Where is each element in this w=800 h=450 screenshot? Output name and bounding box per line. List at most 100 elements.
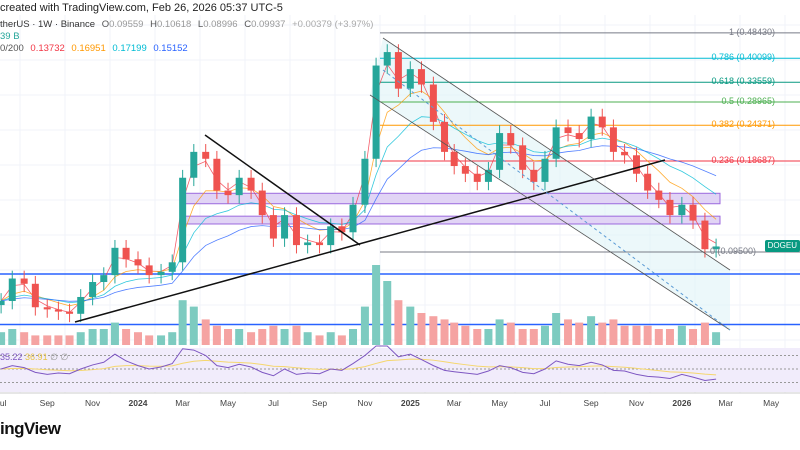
channel-lower-line (369, 94, 731, 331)
volume-bar (540, 325, 549, 345)
volume-bar (643, 325, 652, 345)
low-value: 0.08996 (203, 19, 238, 30)
volume-bar (677, 325, 686, 345)
ma-100-value: 0.17199 (112, 43, 147, 54)
candle (587, 116, 595, 140)
volume-bar (20, 332, 29, 345)
candle (655, 190, 663, 200)
candle (54, 309, 62, 312)
volume-bar (8, 329, 17, 345)
candle (89, 282, 97, 297)
candle (496, 133, 504, 170)
volume-bar (484, 329, 493, 345)
volume-bar (564, 319, 573, 345)
volume-bar (258, 329, 267, 345)
volume-bar (473, 329, 482, 345)
volume-bar (506, 322, 515, 345)
moving-average-line (0, 116, 717, 303)
volume-bar (65, 335, 74, 345)
candle (541, 158, 549, 182)
candle (701, 220, 709, 250)
candle (689, 204, 697, 221)
candle (461, 166, 469, 174)
volume-bar (43, 335, 52, 345)
volume-bar (157, 335, 166, 345)
volume-bar (31, 335, 40, 345)
volume-bar (122, 329, 131, 345)
volume-bar (598, 322, 607, 345)
x-axis-label: 2024 (128, 398, 148, 408)
rsi-line (0, 345, 717, 381)
candle (258, 190, 266, 216)
volume-bar (224, 329, 233, 345)
x-axis-label: Sep (39, 398, 55, 408)
candle (281, 215, 289, 239)
volume-bar (303, 332, 312, 345)
volume-bar (349, 329, 358, 345)
candle (575, 133, 583, 140)
candle (507, 133, 515, 146)
x-axis-label: Nov (357, 398, 373, 408)
volume-bar (337, 335, 346, 345)
volume-bar (99, 329, 108, 345)
volume-bar (575, 322, 584, 345)
candle (316, 242, 324, 246)
x-axis-label: 2026 (672, 398, 692, 408)
candle (168, 262, 176, 272)
x-axis-label: Mar (446, 398, 462, 408)
moving-average-line (0, 63, 717, 313)
volume-bar (0, 332, 6, 345)
candle (361, 158, 369, 205)
candle (292, 215, 300, 246)
tradingview-logo: ingView (0, 419, 61, 438)
x-axis-label: Sep (583, 398, 599, 408)
volume-bar (360, 306, 369, 345)
volume-bar (495, 319, 504, 345)
volume-bar (189, 306, 198, 345)
volume-bar (280, 329, 289, 345)
candle (157, 271, 165, 276)
volume-bar (518, 329, 527, 345)
volume-bar (201, 319, 210, 345)
candle (190, 151, 198, 178)
candle (394, 52, 402, 89)
candle (429, 84, 437, 122)
volume-bar (76, 332, 85, 345)
candle (111, 247, 119, 276)
candle (632, 155, 640, 174)
volume-bar (212, 325, 221, 345)
candle (349, 204, 357, 233)
x-axis-label: 2025 (400, 398, 420, 408)
candle (609, 127, 617, 152)
fib-level-label: 0.236 (0.18687) (711, 155, 775, 165)
candle (644, 173, 652, 191)
rsi-legend: 35.22 36.91 ∅ ∅ (0, 352, 69, 362)
fib-level-label: 0.618 (0.33559) (711, 76, 775, 87)
volume-bar (620, 325, 629, 345)
volume-bar (587, 316, 596, 345)
candle (122, 247, 130, 260)
volume-bar (315, 335, 324, 345)
x-axis-label: Mar (718, 398, 734, 408)
fib-level-label: 0 (0.09500) (709, 246, 756, 256)
candle (450, 151, 458, 167)
volume-bar (88, 329, 97, 345)
price-chart[interactable] (0, 0, 800, 415)
candle (269, 215, 277, 239)
candle (406, 69, 414, 89)
candle (383, 52, 391, 66)
volume-bar (461, 325, 470, 345)
volume-bar (654, 329, 663, 345)
volume-bar (632, 325, 641, 345)
fib-level-label: 0.382 (0.24371) (711, 119, 775, 130)
volume-bar (417, 313, 426, 345)
candle (666, 199, 674, 216)
candle (31, 283, 39, 308)
volume-bar (54, 335, 63, 345)
fib-level-label: 0.5 (0.28965) (721, 96, 775, 107)
x-axis-label: May (219, 398, 237, 408)
volume-bar (712, 332, 721, 345)
volume-bar (292, 325, 301, 345)
channel-fill (370, 38, 730, 330)
channel-upper-line (382, 37, 731, 271)
